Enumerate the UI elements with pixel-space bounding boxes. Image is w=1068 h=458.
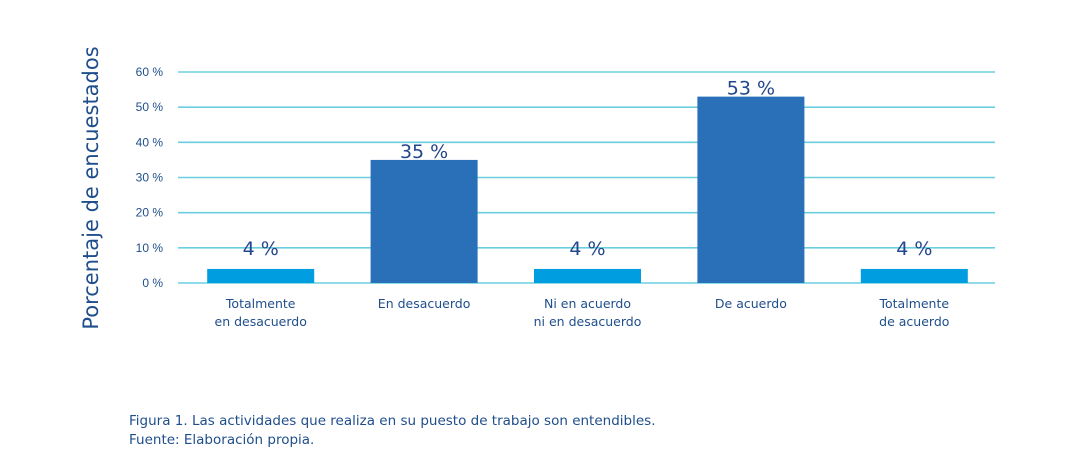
category-label: en desacuerdo <box>215 314 307 329</box>
y-tick-label: 20 % <box>136 206 164 220</box>
data-label: 4 % <box>569 238 605 260</box>
category-label: Ni en acuerdo <box>544 296 631 311</box>
category-label: En desacuerdo <box>378 296 471 311</box>
data-label: 4 % <box>243 238 279 260</box>
caption-source: Fuente: Elaboración propia. <box>129 432 315 448</box>
bar-chart: Porcentaje de encuestados 0 % 10 % 20 % 30 … <box>79 46 995 330</box>
category-labels: Totalmente en desacuerdo En desacuerdo Ni e… <box>215 296 950 329</box>
data-label: 53 % <box>727 78 775 100</box>
y-tick-label: 50 % <box>136 100 164 114</box>
bar <box>370 159 478 283</box>
data-label: 4 % <box>896 238 932 260</box>
y-tick-label: 0 % <box>142 276 163 290</box>
category-label: Totalmente <box>225 296 296 311</box>
y-axis-label: Porcentaje de encuestados <box>79 46 103 329</box>
category-label: ni en desacuerdo <box>534 314 642 329</box>
y-axis-ticks: 0 % 10 % 20 % 30 % 40 % 50 % 60 % <box>136 65 164 290</box>
y-tick-label: 60 % <box>136 65 164 79</box>
data-labels: 4 % 35 % 4 % 53 % 4 % <box>243 78 933 260</box>
y-tick-label: 10 % <box>136 241 164 255</box>
bar <box>697 96 805 283</box>
caption-title: Figura 1. Las actividades que realiza en… <box>129 413 656 429</box>
category-label: de acuerdo <box>879 314 949 329</box>
y-tick-label: 40 % <box>136 135 164 149</box>
bar <box>207 268 315 283</box>
category-label: De acuerdo <box>715 296 787 311</box>
gridlines <box>178 71 995 284</box>
bars <box>207 96 968 283</box>
bar <box>534 268 641 283</box>
data-label: 35 % <box>400 141 448 163</box>
bar <box>860 268 968 283</box>
y-tick-label: 30 % <box>136 171 164 185</box>
category-label: Totalmente <box>879 296 950 311</box>
figure-caption: Figura 1. Las actividades que realiza en… <box>129 412 656 450</box>
